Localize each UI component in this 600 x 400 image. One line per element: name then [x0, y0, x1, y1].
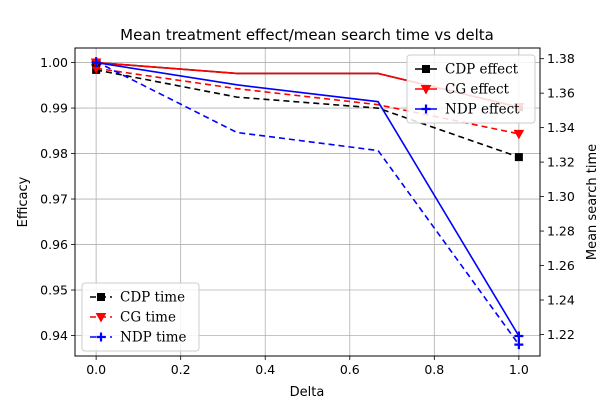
y-right-tick-label: 1.36 [547, 86, 575, 101]
y-left-tick-label: 0.99 [40, 101, 68, 116]
plot-frame [74, 47, 541, 357]
series-line-cg-time [96, 67, 520, 135]
x-tick-label: 0.6 [340, 362, 360, 377]
x-tick-label: 0.2 [171, 362, 191, 377]
ticks: 0.0 0.2 0.4 0.6 0.8 1.0 0.94 0.95 0.96 0.97 0.98 0.… [40, 51, 575, 377]
y-right-tick-label: 1.24 [547, 292, 575, 307]
x-axis-label: Delta [290, 385, 325, 400]
series-line-ndp-effect [96, 61, 520, 337]
data-point-cdp-time [514, 153, 523, 162]
legend-marker [421, 104, 431, 114]
data-point-ndp-effect [91, 58, 101, 68]
legend-box [81, 282, 200, 352]
legend-entry-label: CDP time [120, 290, 185, 306]
y-axis-left-label: Efficacy [16, 176, 31, 227]
legend-marker [95, 313, 107, 323]
legend-entry-label: CDP effect [445, 62, 519, 78]
y-right-tick-label: 1.32 [547, 155, 575, 170]
legend-marker [422, 65, 430, 73]
y-right-tick-label: 1.34 [547, 120, 575, 135]
y-left-tick-label: 1.00 [40, 55, 68, 70]
series-line-cdp-time [95, 69, 520, 158]
chart-title: Mean treatment effect/mean search time v… [120, 26, 494, 44]
y-axis-right-label: Mean search time [585, 144, 600, 260]
legend-marker [97, 293, 105, 301]
legend-effect: CDP effect CG effect NDP effect [406, 54, 536, 124]
y-right-tick-label: 1.22 [547, 327, 575, 342]
x-tick-label: 0.4 [255, 362, 275, 377]
data-point-ndp-effect [514, 331, 524, 341]
x-tick-label: 0.8 [424, 362, 444, 377]
legend-entry-label: CG effect [445, 82, 510, 98]
y-right-tick-label: 1.30 [547, 189, 575, 204]
y-left-tick-label: 0.97 [40, 192, 68, 207]
legend-marker [420, 85, 432, 95]
legend-marker [96, 332, 106, 342]
x-tick-label: 0.0 [86, 362, 106, 377]
legend-time: CDP time CG time NDP time [81, 282, 200, 352]
y-right-tick-label: 1.28 [547, 224, 575, 239]
y-left-tick-label: 0.98 [40, 146, 68, 161]
data-point-ndp-time [514, 340, 524, 350]
x-tick-label: 1.0 [509, 362, 529, 377]
legend-box [406, 54, 536, 124]
y-right-tick-label: 1.26 [547, 258, 575, 273]
y-right-tick-label: 1.38 [547, 51, 575, 66]
legend-entry-label: NDP effect [445, 102, 520, 118]
y-left-tick-label: 0.96 [40, 237, 68, 252]
y-left-tick-label: 0.95 [40, 283, 68, 298]
y-left-tick-label: 0.94 [40, 328, 68, 343]
data-point-cg-time [513, 129, 525, 140]
legend-entry-label: CG time [120, 310, 176, 326]
legend-entry-label: NDP time [120, 330, 187, 346]
